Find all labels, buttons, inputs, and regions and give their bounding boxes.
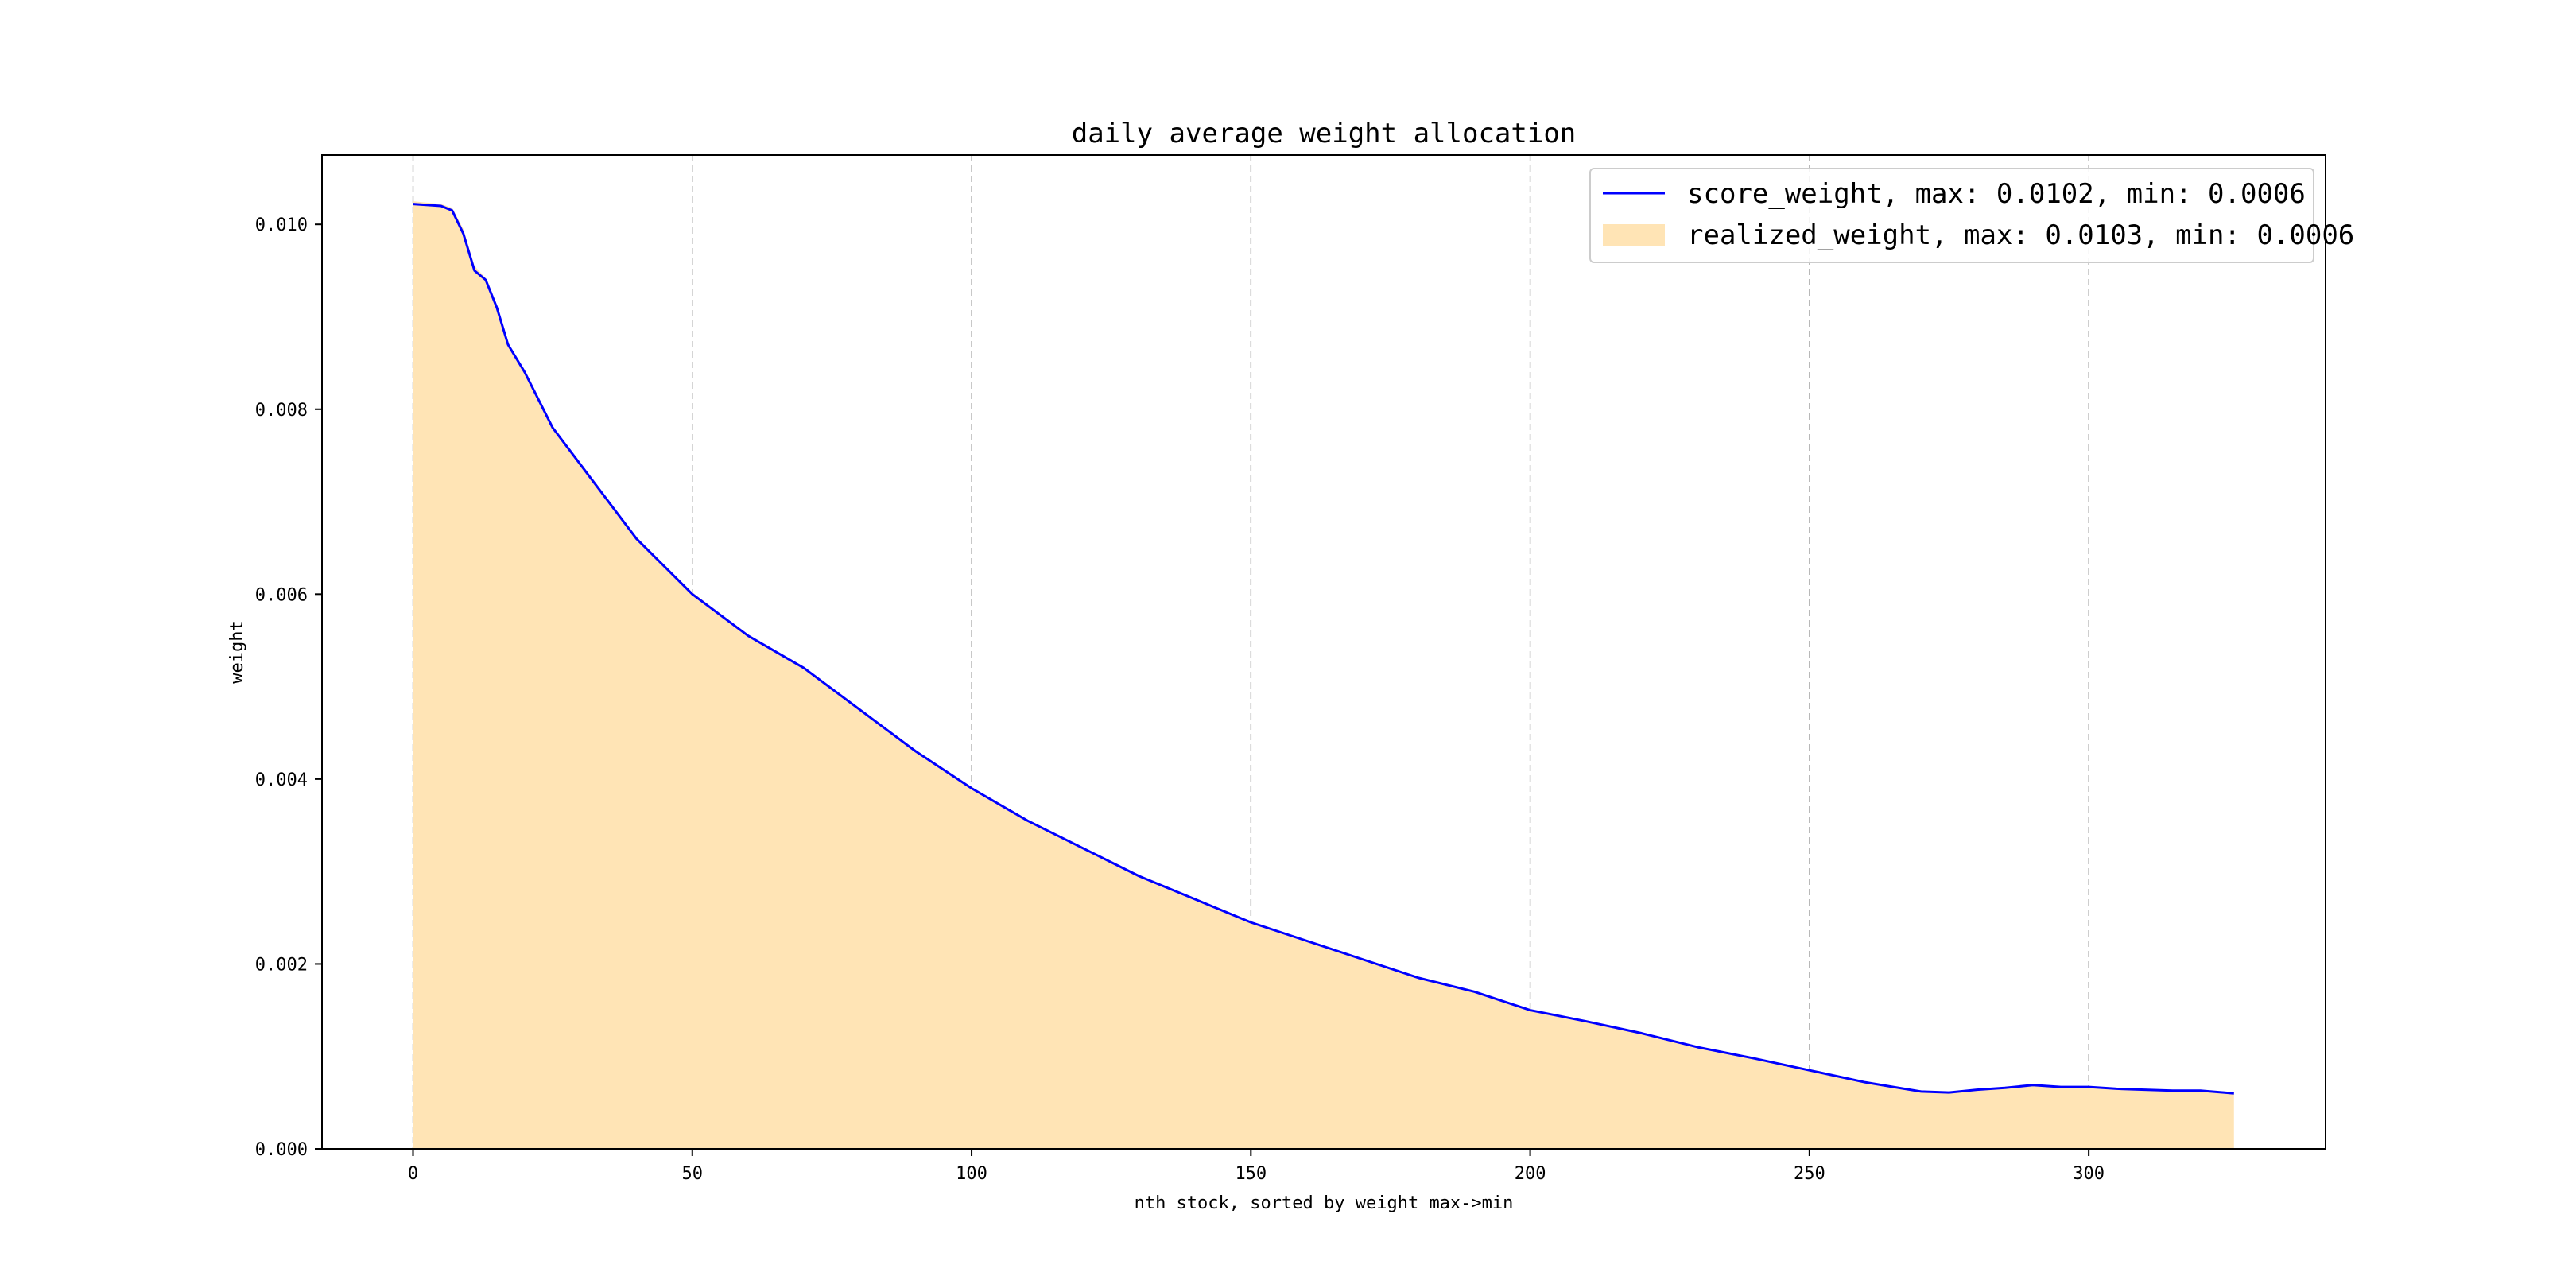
axis-ticks: 0 50 100 150 200 250 300 0.000 0.002 0.004 0.006 0.… bbox=[255, 215, 2105, 1184]
x-tick-label: 50 bbox=[682, 1164, 704, 1184]
grid-lines bbox=[412, 155, 2089, 1149]
x-tick-label: 0 bbox=[408, 1164, 418, 1184]
plot-frame bbox=[321, 154, 2326, 1150]
y-tick-label: 0.006 bbox=[255, 585, 308, 605]
legend-box bbox=[1589, 168, 2314, 263]
series-layer bbox=[413, 201, 2234, 1150]
x-tick-label: 250 bbox=[1794, 1164, 1825, 1184]
y-tick-label: 0.000 bbox=[255, 1140, 308, 1160]
y-tick-label: 0.010 bbox=[255, 215, 308, 235]
legend-label-score-weight: score_weight, max: 0.0102, min: 0.0006 bbox=[1687, 178, 2306, 210]
y-tick-label: 0.002 bbox=[255, 955, 308, 975]
y-tick-label: 0.008 bbox=[255, 401, 308, 421]
x-tick-label: 150 bbox=[1235, 1164, 1267, 1184]
x-tick-label: 100 bbox=[956, 1164, 987, 1184]
chart-title: daily average weight allocation bbox=[1072, 118, 1577, 149]
legend-area-swatch bbox=[1603, 224, 1665, 246]
y-axis-label: weight bbox=[227, 620, 247, 683]
x-axis-label: nth stock, sorted by weight max->min bbox=[1135, 1193, 1514, 1213]
legend-label-realized-weight: realized_weight, max: 0.0103, min: 0.000… bbox=[1687, 219, 2354, 251]
x-tick-label: 200 bbox=[1515, 1164, 1546, 1184]
legend: score_weight, max: 0.0102, min: 0.0006 r… bbox=[1589, 168, 2354, 263]
score-weight-line bbox=[413, 203, 2234, 1095]
realized-weight-area bbox=[413, 201, 2234, 1150]
x-tick-label: 300 bbox=[2073, 1164, 2105, 1184]
y-tick-label: 0.004 bbox=[255, 770, 308, 790]
